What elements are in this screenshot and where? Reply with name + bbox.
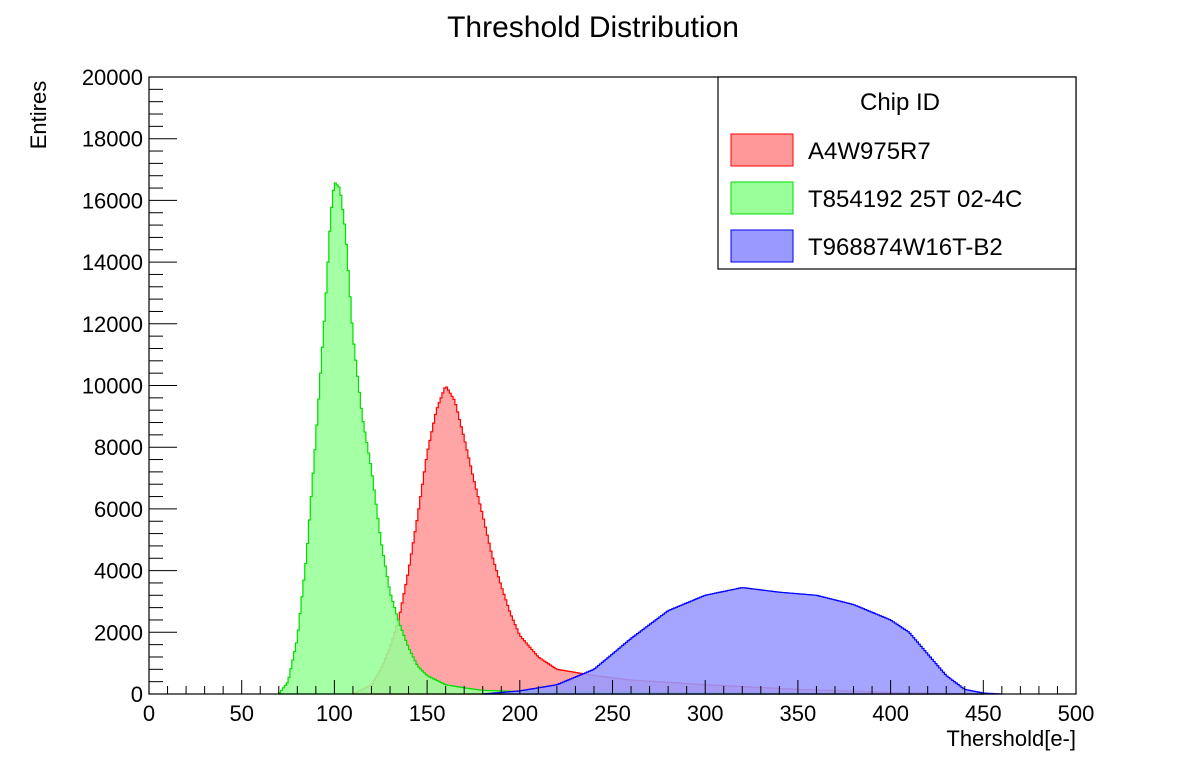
chart-title: Threshold Distribution <box>447 11 739 44</box>
x-tick-label-350: 350 <box>780 701 817 726</box>
y-tick-label-4000: 4000 <box>94 559 143 584</box>
legend-swatch-t968874 <box>730 229 794 263</box>
legend-label-a4w975r7: A4W975R7 <box>808 138 931 165</box>
y-tick-label-20000: 20000 <box>82 65 143 90</box>
x-tick-label-200: 200 <box>501 701 538 726</box>
series-area-t968874w16t-b2 <box>482 587 1003 695</box>
y-tick-label-0: 0 <box>131 682 143 707</box>
legend-label-t854192: T854192 25T 02-4C <box>808 186 1022 213</box>
x-tick-label-250: 250 <box>594 701 631 726</box>
x-tick-label-50: 50 <box>229 701 253 726</box>
y-tick-label-16000: 16000 <box>82 188 143 213</box>
x-tick-label-150: 150 <box>409 701 446 726</box>
legend: Chip ID A4W975R7 T854192 25T 02-4C T9688… <box>717 76 1077 270</box>
x-tick-label-400: 400 <box>872 701 909 726</box>
legend-swatch-a4w975r7 <box>730 133 794 167</box>
legend-label-t968874: T968874W16T-B2 <box>808 234 1003 261</box>
y-tick-label-18000: 18000 <box>82 127 143 152</box>
x-tick-label-450: 450 <box>965 701 1002 726</box>
y-tick-label-10000: 10000 <box>82 374 143 399</box>
plot-axes-layer: 0 50 100 150 200 250 300 350 400 450 500 0 2000 4000 6… <box>82 65 1095 726</box>
y-tick-label-14000: 14000 <box>82 250 143 275</box>
x-tick-label-500: 500 <box>1058 701 1095 726</box>
legend-title: Chip ID <box>860 89 940 116</box>
y-tick-label-12000: 12000 <box>82 312 143 337</box>
x-tick-label-0: 0 <box>143 701 155 726</box>
x-tick-label-300: 300 <box>687 701 724 726</box>
legend-swatch-t854192 <box>730 181 794 215</box>
y-axis-label: Entires <box>26 81 51 149</box>
y-tick-label-8000: 8000 <box>94 435 143 460</box>
y-tick-label-2000: 2000 <box>94 620 143 645</box>
y-tick-label-6000: 6000 <box>94 497 143 522</box>
x-tick-label-100: 100 <box>316 701 353 726</box>
x-axis-label: Thershold[e-] <box>946 726 1076 751</box>
